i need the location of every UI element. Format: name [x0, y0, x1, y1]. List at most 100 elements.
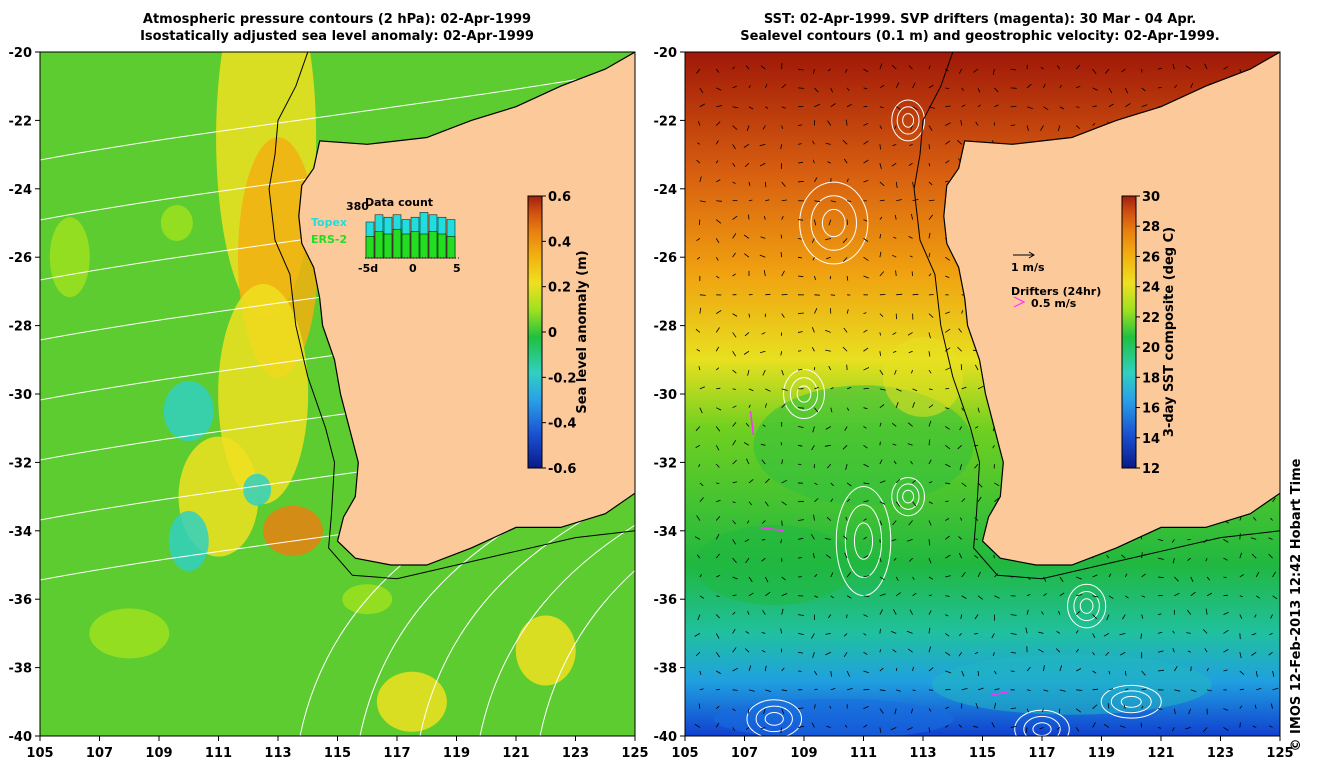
sealevel-contour — [891, 477, 925, 517]
velocity-arrow — [814, 407, 819, 413]
inset-tick-0: 0 — [409, 262, 417, 275]
velocity-arrow — [798, 219, 804, 221]
velocity-arrow — [747, 369, 750, 376]
velocity-arrow — [879, 234, 882, 239]
velocity-arrow — [891, 64, 897, 70]
velocity-arrow — [945, 575, 951, 578]
velocity-arrow — [1140, 722, 1143, 728]
velocity-arrow — [994, 595, 1000, 599]
velocity-arrow — [780, 351, 783, 356]
velocity-arrow — [699, 307, 702, 314]
velocity-arrow — [1206, 592, 1213, 597]
velocity-arrow — [974, 364, 979, 371]
velocity-arrow — [974, 555, 979, 559]
velocity-arrow — [977, 595, 984, 600]
ers-bar — [374, 231, 384, 259]
velocity-arrow — [715, 722, 720, 728]
lat-tick-label: -26 — [654, 251, 678, 266]
velocity-arrow — [1059, 592, 1065, 597]
velocity-arrow — [732, 667, 738, 672]
velocity-arrow — [1104, 68, 1110, 74]
velocity-arrow — [977, 87, 981, 93]
velocity-arrow — [994, 104, 999, 108]
velocity-arrow — [895, 501, 901, 507]
velocity-arrow — [699, 497, 704, 502]
left-title-line1: Atmospheric pressure contours (2 hPa): 0… — [143, 12, 531, 27]
lat-tick-label: -30 — [654, 388, 678, 403]
velocity-arrow — [797, 68, 804, 71]
velocity-arrow — [1043, 83, 1046, 89]
colorbar-tick-label: 30 — [1142, 190, 1160, 205]
velocity-arrow — [732, 252, 736, 258]
velocity-arrow — [912, 402, 915, 408]
velocity-arrow — [744, 162, 750, 168]
velocity-arrow — [1092, 614, 1097, 620]
velocity-arrow — [765, 478, 770, 484]
velocity-arrow — [812, 140, 815, 145]
velocity-arrow — [748, 106, 754, 110]
velocity-arrow — [928, 65, 931, 70]
velocity-arrow — [715, 68, 720, 73]
velocity-arrow — [1056, 65, 1061, 70]
velocity-arrow — [879, 422, 882, 427]
velocity-arrow — [1254, 614, 1257, 618]
velocity-arrow — [895, 82, 900, 89]
velocity-arrow — [732, 501, 736, 504]
velocity-arrow — [732, 351, 737, 357]
velocity-arrow — [829, 275, 832, 280]
shelf-contour-right — [913, 52, 1280, 580]
velocity-arrow — [1108, 670, 1111, 675]
velocity-arrow — [696, 256, 701, 260]
velocity-arrow — [1270, 614, 1273, 619]
velocity-arrow — [761, 557, 766, 562]
velocity-arrow — [892, 443, 897, 446]
velocity-arrow — [732, 628, 736, 634]
velocity-arrow — [699, 294, 706, 296]
velocity-arrow — [1125, 595, 1129, 599]
velocity-arrow — [928, 313, 934, 318]
velocity-arrow — [1120, 651, 1126, 656]
velocity-arrow — [912, 666, 914, 672]
ers-bar — [392, 228, 402, 259]
velocity-arrow — [746, 125, 750, 132]
left-colorbar: 0.6 0.4 0.2 0 -0.2 -0.4 -0.6 Sea level anomaly… — [527, 190, 590, 477]
velocity-arrow — [879, 459, 883, 465]
velocity-arrow — [715, 140, 719, 145]
velocity-arrow — [814, 688, 818, 691]
velocity-arrow — [760, 65, 766, 70]
velocity-arrow — [1190, 591, 1196, 597]
australia-landmass — [298, 52, 635, 566]
velocity-arrow — [912, 293, 919, 296]
velocity-arrow — [847, 688, 853, 691]
colorbar-tick-label: -0.6 — [548, 462, 576, 477]
velocity-arrow — [1253, 517, 1257, 521]
velocity-arrow — [1172, 630, 1175, 634]
velocity-arrow — [928, 351, 931, 357]
velocity-arrow — [781, 181, 786, 187]
velocity-arrow — [994, 482, 1000, 487]
velocity-arrow — [1108, 573, 1112, 578]
velocity-arrow — [694, 633, 701, 637]
velocity-arrow — [1202, 727, 1208, 733]
velocity-arrow — [699, 103, 705, 108]
right-title-line2: Sealevel contours (0.1 m) and geostrophi… — [740, 29, 1219, 44]
velocity-arrow — [973, 68, 979, 73]
velocity-arrow — [797, 124, 803, 126]
sealevel-contour — [1079, 598, 1094, 614]
velocity-arrow — [863, 518, 867, 521]
velocity-arrow — [732, 520, 736, 525]
velocity-arrow — [879, 332, 881, 336]
velocity-arrow — [1141, 614, 1144, 619]
velocity-arrow — [825, 633, 831, 635]
velocity-arrow — [764, 181, 767, 188]
velocity-arrow — [715, 160, 719, 164]
velocity-arrow — [907, 538, 913, 542]
velocity-arrow — [1172, 647, 1175, 653]
velocity-arrow — [961, 498, 966, 503]
velocity-arrow — [1256, 687, 1262, 691]
velocity-arrow — [1223, 594, 1228, 597]
velocity-arrow — [716, 670, 721, 674]
sealevel-contour — [799, 181, 869, 265]
velocity-arrow — [928, 520, 932, 526]
